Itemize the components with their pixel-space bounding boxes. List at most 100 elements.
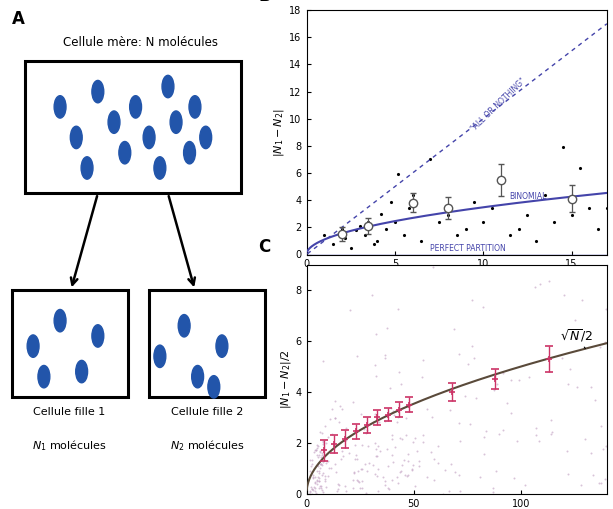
Point <box>318 357 328 365</box>
Point <box>315 464 325 472</box>
Point <box>311 446 321 455</box>
Point <box>393 413 403 421</box>
Point <box>348 398 358 406</box>
Point <box>576 481 586 489</box>
Point <box>512 437 522 445</box>
Point <box>318 458 327 466</box>
Point <box>383 462 392 470</box>
Circle shape <box>143 126 155 149</box>
Point <box>316 483 326 491</box>
Point <box>319 437 329 445</box>
Point <box>337 447 347 455</box>
Point <box>506 409 516 417</box>
FancyBboxPatch shape <box>12 290 128 397</box>
Point <box>360 460 370 468</box>
Point <box>374 418 384 426</box>
Point <box>565 365 574 374</box>
Point <box>340 482 350 490</box>
Point <box>531 424 541 432</box>
Point <box>326 415 335 423</box>
Point <box>403 450 413 459</box>
Point <box>317 461 327 469</box>
Point <box>305 467 315 475</box>
Text: Cellule fille 2: Cellule fille 2 <box>171 407 243 417</box>
Point <box>308 473 318 482</box>
Point <box>308 486 318 494</box>
Point <box>535 437 544 445</box>
Circle shape <box>178 315 190 337</box>
Point <box>384 484 394 492</box>
Point <box>354 467 364 475</box>
Circle shape <box>81 157 93 179</box>
Circle shape <box>92 325 104 347</box>
Text: Cellule fille 1: Cellule fille 1 <box>33 407 105 417</box>
Point <box>356 410 366 418</box>
Point <box>323 457 333 465</box>
Point <box>314 451 324 459</box>
Point <box>403 472 413 480</box>
Point <box>444 487 454 495</box>
Point <box>601 442 611 450</box>
Point <box>333 485 343 493</box>
Point <box>395 434 405 442</box>
Point <box>310 484 320 492</box>
Point <box>317 448 327 457</box>
Point <box>308 460 318 468</box>
Point <box>306 485 316 493</box>
Point <box>310 478 320 487</box>
Point <box>368 417 378 426</box>
Point <box>509 473 519 482</box>
Text: B: B <box>259 0 271 5</box>
Point <box>375 447 384 456</box>
Point <box>315 461 325 469</box>
Point <box>590 395 600 404</box>
Point <box>394 369 404 377</box>
Point <box>520 481 530 489</box>
Point <box>492 380 501 388</box>
Point <box>403 470 413 478</box>
Point <box>306 462 316 470</box>
X-axis label: $N$: $N$ <box>451 275 462 288</box>
Point <box>348 476 357 484</box>
Point <box>463 360 473 368</box>
Point <box>349 468 359 476</box>
Circle shape <box>76 360 88 383</box>
Point <box>514 376 524 384</box>
Point <box>352 455 362 463</box>
Point <box>373 487 383 495</box>
Point <box>318 438 327 446</box>
Point <box>401 431 411 439</box>
Point <box>498 369 508 377</box>
Point <box>535 279 545 288</box>
Point <box>572 334 582 343</box>
Y-axis label: $|N_1 - N_2|$: $|N_1 - N_2|$ <box>273 108 286 157</box>
Point <box>422 405 432 413</box>
Point <box>370 409 380 417</box>
Point <box>312 444 322 452</box>
Point <box>387 431 397 439</box>
Point <box>317 486 327 494</box>
FancyBboxPatch shape <box>25 61 241 193</box>
Point <box>488 488 498 496</box>
Point <box>573 382 582 390</box>
Point <box>316 482 326 490</box>
Point <box>408 438 417 446</box>
Circle shape <box>38 365 50 388</box>
Point <box>465 420 475 428</box>
Point <box>414 462 424 470</box>
Point <box>323 472 333 480</box>
Point <box>371 330 381 338</box>
Point <box>397 380 406 388</box>
Point <box>562 447 572 456</box>
Point <box>380 476 390 485</box>
Text: Cellule mère: N molécules: Cellule mère: N molécules <box>64 36 218 49</box>
Point <box>312 480 322 488</box>
Point <box>313 473 323 482</box>
Point <box>489 484 498 492</box>
FancyBboxPatch shape <box>149 290 265 397</box>
Point <box>306 456 316 464</box>
Point <box>356 464 366 472</box>
Point <box>327 405 337 413</box>
Point <box>317 450 327 459</box>
Point <box>569 316 579 324</box>
